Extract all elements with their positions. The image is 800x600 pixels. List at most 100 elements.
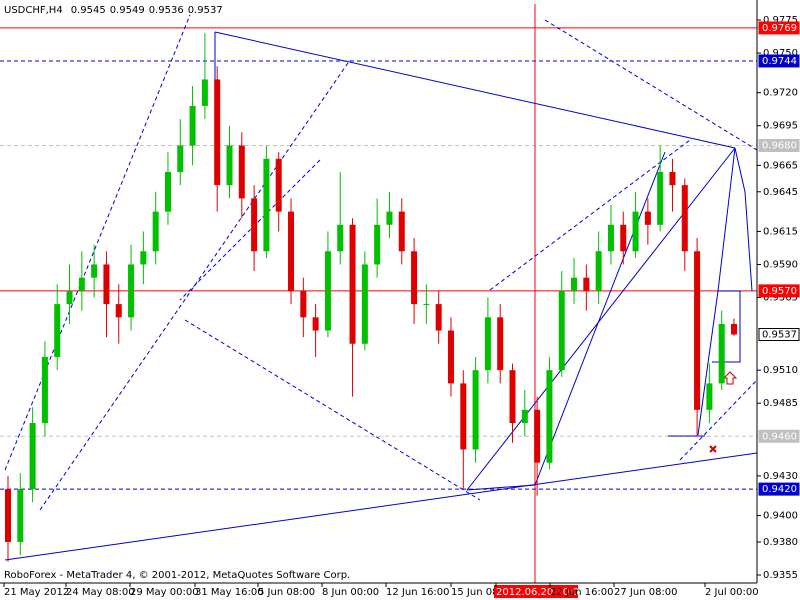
channel-line [184, 319, 481, 501]
candle-body [644, 211, 651, 225]
trend-line [466, 151, 666, 491]
level-label-box [758, 139, 800, 153]
cross-marker [709, 445, 717, 453]
candle-body [521, 409, 528, 424]
x-tick-label: 8 Jun 00:00 [322, 587, 379, 598]
x-tick-label: 31 May 16:00 [195, 587, 264, 598]
candle-body [657, 171, 664, 225]
trend-line [697, 147, 753, 436]
y-tick-label: 0.9750 [763, 48, 798, 59]
candle-body [201, 79, 208, 106]
y-tick-label: 0.9695 [763, 121, 798, 132]
y-tick-label: 0.9775 [763, 15, 798, 26]
level-label-box [758, 54, 800, 68]
candle-body [534, 409, 541, 463]
candle-body [460, 383, 467, 450]
candle-body [509, 370, 516, 424]
candle-body [398, 211, 405, 252]
candle-body [595, 251, 602, 291]
chart-header: USDCHF,H4 0.9545 0.9549 0.9536 0.9537 [4, 5, 223, 16]
level-label-box [758, 284, 800, 298]
candle-body [447, 330, 454, 384]
x-tick-label: 12 Jun 16:00 [386, 587, 450, 598]
candle-body [300, 290, 307, 318]
x-label-box [494, 585, 578, 598]
level-lines [0, 27, 757, 490]
level-label: 0.9680 [762, 141, 797, 152]
x-tick-label: 24 May 08:00 [66, 587, 135, 598]
candle-body [607, 224, 614, 252]
candle-body [620, 224, 627, 252]
y-tick-label: 0.9430 [763, 471, 798, 482]
candle-body [571, 277, 578, 291]
candle-body [435, 304, 442, 331]
candle-body [706, 383, 713, 410]
candle-body [214, 79, 221, 186]
candle-body [349, 224, 356, 344]
candle-body [177, 145, 184, 172]
candle-body [263, 158, 270, 252]
level-label: 0.9420 [762, 484, 797, 495]
candle-body [681, 185, 688, 252]
header-price: 0.9536 [149, 5, 184, 16]
channel-line [179, 159, 321, 301]
x-tick-label: 2 Jul 00:00 [705, 587, 759, 598]
candle-body [337, 224, 344, 252]
candle-body [472, 370, 479, 450]
candle-body [694, 251, 701, 410]
level-label-box [758, 429, 800, 443]
candle-body [731, 323, 737, 335]
x-tick-label: 22 Jun 16:00 [550, 587, 614, 598]
candle-body [164, 171, 171, 212]
channel-line [679, 379, 758, 461]
candle-body [128, 264, 135, 318]
candle-body [78, 277, 85, 291]
candle-body [275, 158, 282, 212]
candle-body [54, 304, 61, 357]
candle-body [17, 489, 24, 542]
candle-body [718, 323, 725, 384]
candle-body [632, 211, 639, 252]
x-tick-label: 29 May 00:00 [130, 587, 199, 598]
candle-body [484, 317, 491, 371]
x-tick-label: 15 Jun 08:00 [451, 587, 515, 598]
candle-body [497, 317, 504, 371]
candle-body [91, 264, 98, 278]
trend-line [214, 31, 736, 149]
candle-body [115, 304, 122, 318]
candle-body [140, 251, 147, 265]
trend-line [4, 452, 758, 561]
candle-body [558, 290, 565, 371]
level-label: 0.9769 [762, 23, 797, 34]
x-tick-label: 21 May 2012 [4, 587, 69, 598]
level-label-box [758, 482, 800, 496]
channel-line [4, 14, 191, 471]
level-label: 0.9570 [762, 286, 797, 297]
arrow-marker [722, 371, 738, 385]
y-tick-label: 0.9355 [763, 570, 798, 581]
level-label: 0.9460 [762, 431, 797, 442]
level-label: 0.9744 [762, 56, 797, 67]
level-label-box [758, 21, 800, 35]
y-tick-label: 0.9400 [763, 511, 798, 522]
candle-body [324, 251, 331, 331]
candle-body [5, 489, 11, 542]
candle-body [361, 264, 368, 344]
candle-body [312, 317, 319, 331]
y-tick-label: 0.9485 [763, 398, 798, 409]
y-tick-label: 0.9645 [763, 187, 798, 198]
candle-body [669, 171, 676, 186]
level-label: 0.9537 [762, 330, 797, 341]
trend-line [712, 290, 741, 363]
candle-body [546, 370, 553, 463]
candle-body [66, 290, 73, 305]
header-price: 0.9545 [71, 5, 106, 16]
candle-body [29, 423, 36, 490]
candle-body [103, 264, 110, 305]
footer: RoboForex - MetaTrader 4, © 2001-2012, M… [4, 570, 350, 581]
header-price: 0.9549 [110, 5, 145, 16]
